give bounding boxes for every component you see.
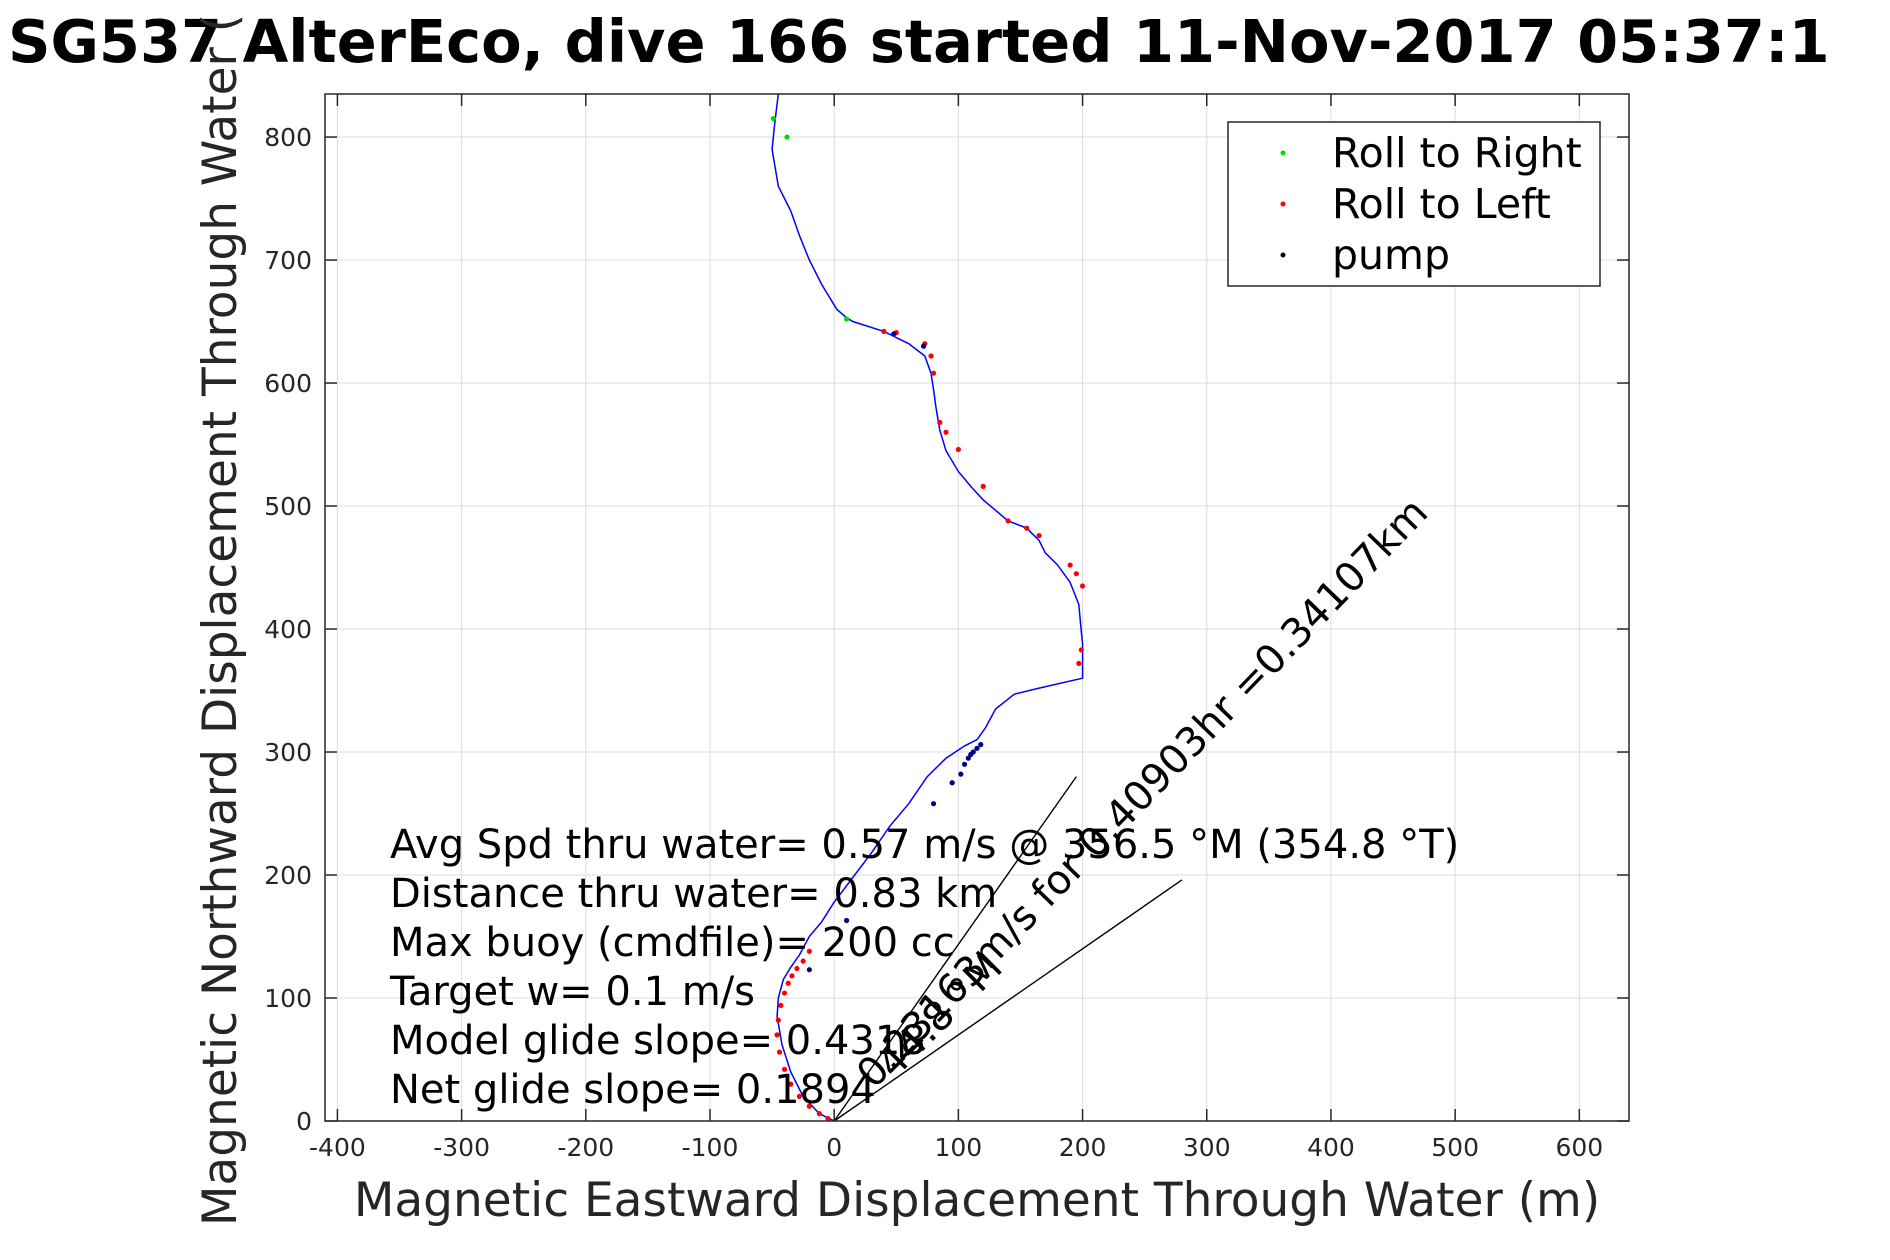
pump-point	[961, 761, 968, 767]
roll-right-point	[770, 115, 776, 122]
roll-left-point	[781, 990, 788, 996]
y-tick-label: 600	[264, 369, 312, 398]
y-axis-ticks: 0 100 200 300 400 500 600 700 800	[264, 123, 1629, 1136]
roll-right-point	[784, 134, 790, 140]
x-tick-label: 500	[1431, 1133, 1479, 1162]
roll-left-point	[955, 446, 961, 453]
roll-left-point	[930, 370, 937, 376]
stat-distance: Distance thru water= 0.83 km	[390, 871, 997, 917]
stat-max-buoy: Max buoy (cmdfile)= 200 cc	[390, 920, 955, 966]
roll-left-point	[1076, 660, 1082, 667]
legend-label-roll-right: Roll to Right	[1332, 129, 1582, 177]
roll-left-point	[1067, 562, 1073, 568]
roll-left-point	[825, 1115, 831, 1122]
roll-left-point	[794, 965, 800, 972]
x-tick-label: -200	[557, 1133, 614, 1162]
legend-box	[1227, 121, 1601, 287]
roll-left-point	[1073, 571, 1079, 577]
roll-left-point	[785, 980, 791, 986]
x-tick-label: 200	[1059, 1133, 1107, 1162]
pump-point	[978, 742, 984, 748]
legend-label-pump: pump	[1332, 231, 1450, 279]
stat-target-w: Target w= 0.1 m/s	[389, 969, 755, 1015]
y-tick-label: 700	[264, 246, 312, 275]
x-tick-label: -100	[682, 1133, 739, 1162]
x-tick-label: 400	[1307, 1133, 1355, 1162]
y-tick-label: 200	[264, 861, 312, 890]
y-tick-label: 500	[264, 492, 312, 521]
roll-left-point	[800, 958, 806, 964]
roll-left-point	[980, 483, 986, 489]
x-tick-label: 0	[826, 1133, 842, 1162]
roll-left-point	[928, 353, 934, 359]
x-tick-label: -300	[433, 1133, 490, 1162]
roll-left-point	[943, 429, 949, 435]
legend-marker-roll-left	[1280, 201, 1286, 207]
roll-left-point	[1079, 583, 1086, 589]
roll-left-point	[816, 1111, 822, 1117]
legend-label-roll-left: Roll to Left	[1332, 180, 1551, 228]
track-line	[771, 93, 1084, 1122]
stats-annotation: Avg Spd thru water= 0.57 m/s @ 356.5 °M …	[389, 822, 1459, 1113]
x-tick-label: 300	[1183, 1133, 1231, 1162]
roll-left-point	[1005, 518, 1011, 524]
y-tick-label: 800	[264, 123, 312, 152]
roll-left-point	[806, 948, 812, 954]
current-direction-line	[833, 879, 1183, 1122]
pump-point	[949, 780, 955, 786]
current-direction-lines	[833, 776, 1183, 1122]
stat-avg-speed: Avg Spd thru water= 0.57 m/s @ 356.5 °M …	[390, 822, 1459, 868]
pump-point	[844, 917, 850, 924]
legend-marker-roll-right	[1280, 150, 1286, 156]
stat-model-glide-slope: Model glide slope= 0.4318	[390, 1018, 926, 1064]
sample-points	[770, 115, 1086, 1122]
roll-left-point	[1036, 532, 1042, 539]
current-direction-line	[833, 776, 1077, 1122]
pump-point	[958, 771, 964, 777]
x-axis-ticks: -400 -300 -200 -100 0 100 200 300 400 500 600	[309, 94, 1603, 1162]
roll-right-point	[844, 316, 850, 322]
roll-left-point	[1078, 647, 1084, 653]
stat-net-glide-slope: Net glide slope= 0.1894	[390, 1067, 876, 1113]
pump-point	[930, 801, 937, 807]
legend: Roll to Right Roll to Left pump	[1227, 121, 1601, 287]
y-tick-label: 100	[264, 984, 312, 1013]
plot-frame	[324, 93, 1630, 1122]
y-tick-label: 0	[296, 1107, 312, 1136]
roll-left-point	[881, 328, 887, 334]
roll-left-point	[788, 1081, 794, 1087]
pump-point	[970, 749, 976, 755]
pump-point	[965, 755, 971, 761]
roll-left-point	[778, 1002, 784, 1008]
pump-point	[920, 343, 927, 349]
x-tick-label: 100	[935, 1133, 983, 1162]
x-tick-label: 600	[1555, 1133, 1603, 1162]
x-tick-label: -400	[309, 1133, 366, 1162]
roll-left-point	[775, 1017, 781, 1023]
roll-left-point	[781, 1066, 788, 1072]
roll-left-point	[796, 1093, 803, 1100]
roll-left-point	[776, 1049, 783, 1055]
y-tick-label: 400	[264, 615, 312, 644]
roll-left-point	[937, 419, 943, 425]
roll-left-point	[806, 1103, 812, 1109]
roll-left-point	[1024, 525, 1030, 531]
roll-left-point	[774, 1032, 780, 1038]
roll-left-point	[789, 973, 795, 979]
y-tick-label: 300	[264, 738, 312, 767]
pump-point	[974, 745, 980, 751]
chart-title: SG537 AlterEco, dive 166 started 11-Nov-…	[8, 7, 1830, 76]
x-axis-label: Magnetic Eastward Displacement Through W…	[354, 1173, 1600, 1228]
pump-point	[891, 331, 897, 337]
pump-point	[806, 967, 812, 973]
y-axis-label: Magnetic Northward Displacement Through …	[193, 14, 248, 1226]
legend-marker-pump	[1280, 252, 1286, 258]
